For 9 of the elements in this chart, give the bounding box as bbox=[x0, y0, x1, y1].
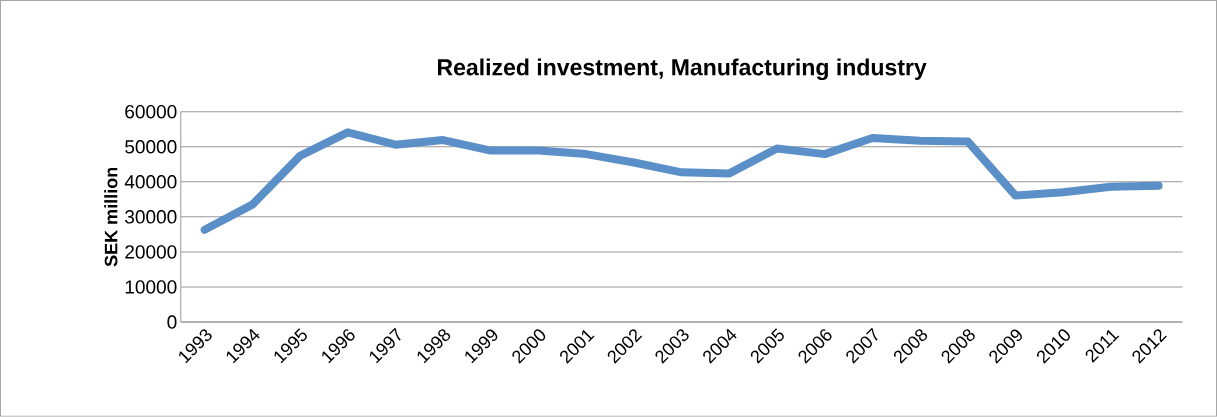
y-tick-label: 40000 bbox=[124, 175, 177, 189]
chart-title: Realized investment, Manufacturing industry bbox=[438, 58, 927, 81]
y-tick-label: 20000 bbox=[125, 245, 177, 259]
y-axis-title: SEK million bbox=[104, 168, 118, 267]
y-tick-label: 60000 bbox=[125, 105, 177, 119]
y-tick-label: 10000 bbox=[125, 280, 177, 294]
y-tick-label: 30000 bbox=[125, 210, 177, 224]
y-tick-label: 0 bbox=[167, 315, 177, 329]
y-tick-label: 50000 bbox=[125, 140, 177, 154]
